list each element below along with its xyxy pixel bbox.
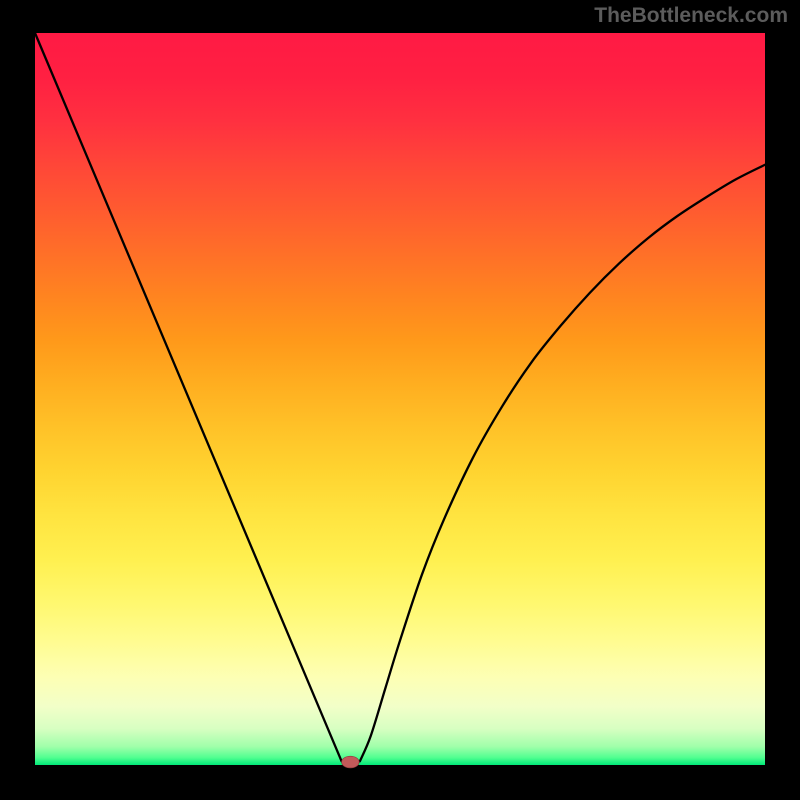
plot-area bbox=[35, 33, 765, 765]
chart-frame: TheBottleneck.com bbox=[0, 0, 800, 800]
bottleneck-chart bbox=[0, 0, 800, 800]
watermark-text: TheBottleneck.com bbox=[594, 4, 788, 28]
trough-marker bbox=[342, 756, 360, 768]
